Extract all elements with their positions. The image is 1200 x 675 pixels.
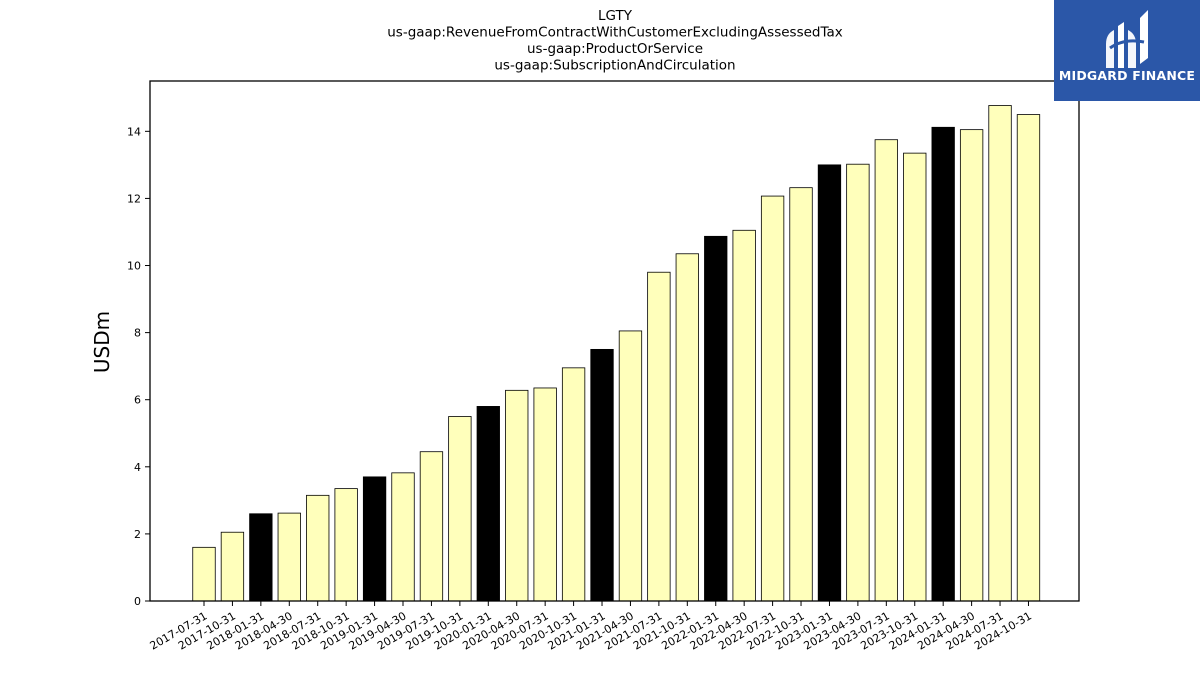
chart-title-line: LGTY [598, 8, 633, 24]
bar [476, 406, 500, 602]
bar [732, 229, 756, 602]
bar [817, 164, 842, 602]
logo-mark-icon [1106, 10, 1148, 68]
bar [959, 129, 984, 602]
y-tick-label: 12 [127, 192, 141, 205]
bar [846, 163, 870, 602]
bar [306, 494, 330, 602]
y-axis: 0 2 4 6 8 10 12 14 [127, 125, 150, 608]
bar [533, 387, 557, 602]
bar [277, 512, 301, 602]
bar [391, 472, 415, 602]
bar [675, 253, 699, 602]
midgard-finance-logo: MIDGARD FINANCE [1054, 0, 1200, 101]
bar [419, 451, 444, 602]
bar [789, 187, 813, 602]
bar [903, 152, 927, 602]
y-tick-label: 2 [134, 528, 141, 541]
x-axis: 2017-07-312017-10-312018-01-312018-04-30… [148, 601, 1034, 653]
bar [931, 126, 955, 602]
y-tick-label: 6 [134, 394, 141, 407]
y-tick-label: 0 [134, 595, 141, 608]
bar [505, 389, 529, 602]
y-tick-label: 14 [127, 125, 141, 138]
bar [590, 348, 614, 602]
bar [704, 235, 728, 602]
bar [561, 367, 586, 602]
bar [647, 271, 671, 602]
bar [618, 330, 643, 602]
bar [249, 513, 273, 602]
chart-title-line: us-gaap:RevenueFromContractWithCustomerE… [387, 25, 843, 41]
chart-title-line: us-gaap:SubscriptionAndCirculation [494, 58, 735, 74]
plot-frame [149, 80, 1080, 602]
chart-title-line: us-gaap:ProductOrService [527, 41, 703, 57]
bar-series [192, 105, 1041, 602]
bar [192, 546, 216, 602]
bar [1016, 114, 1041, 602]
bar [760, 195, 785, 602]
bar [874, 139, 898, 602]
bar [362, 476, 387, 602]
chart-title-block: LGTY us-gaap:RevenueFromContractWithCust… [387, 8, 843, 74]
logo-text: MIDGARD FINANCE [1058, 68, 1196, 83]
bar [448, 416, 472, 602]
y-tick-label: 8 [134, 327, 141, 340]
bar [988, 105, 1012, 602]
y-tick-label: 4 [134, 461, 141, 474]
bar [220, 531, 245, 602]
bar [334, 488, 358, 602]
y-tick-label: 10 [127, 260, 141, 273]
y-axis-label: USDm [90, 311, 114, 373]
